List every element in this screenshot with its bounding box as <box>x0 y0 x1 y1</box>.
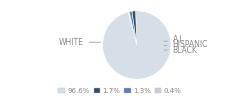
Wedge shape <box>103 11 171 79</box>
Text: HISPANIC: HISPANIC <box>164 40 208 49</box>
Wedge shape <box>128 12 137 45</box>
Text: WHITE: WHITE <box>59 38 101 47</box>
Legend: 96.6%, 1.7%, 1.3%, 0.4%: 96.6%, 1.7%, 1.3%, 0.4% <box>56 85 184 96</box>
Wedge shape <box>132 11 137 45</box>
Text: A.I.: A.I. <box>164 35 185 44</box>
Text: BLACK: BLACK <box>164 46 198 55</box>
Wedge shape <box>129 11 137 45</box>
